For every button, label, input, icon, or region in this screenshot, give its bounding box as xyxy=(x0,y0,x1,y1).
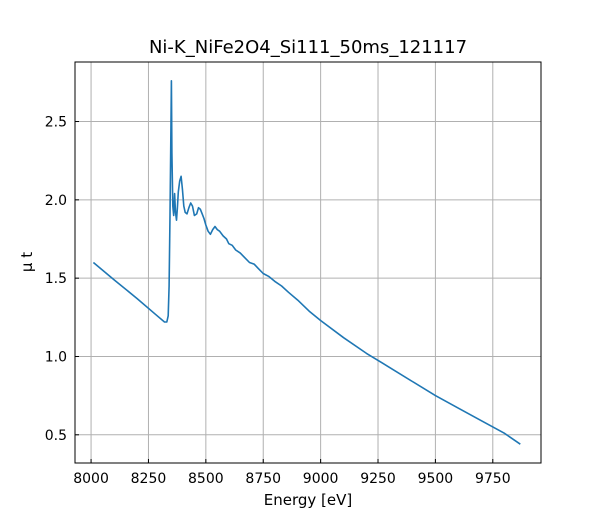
x-axis-label: Energy [eV] xyxy=(264,491,352,509)
series-layer xyxy=(92,80,521,445)
y-tick-label: 0.5 xyxy=(45,428,67,444)
plot-frame xyxy=(74,61,542,464)
grid-layer xyxy=(75,62,541,463)
y-tick-label: 1.5 xyxy=(45,271,67,287)
x-tick-label: 8750 xyxy=(245,471,281,487)
tick-layer: 8000 8250 8500 8750 9000 9250 9500 9750 0.5 1.0 1.… xyxy=(45,115,511,487)
x-tick-label: 9500 xyxy=(418,471,454,487)
y-axis-label: μ t xyxy=(18,252,36,272)
series-line xyxy=(92,80,521,445)
chart-title: Ni-K_NiFe2O4_Si111_50ms_121117 xyxy=(149,37,467,58)
x-tick-label: 8500 xyxy=(188,471,224,487)
y-tick-label: 2.5 xyxy=(45,115,67,131)
x-tick-label: 8000 xyxy=(73,471,109,487)
y-tick-label: 2.0 xyxy=(45,193,67,209)
x-tick-label: 9000 xyxy=(303,471,339,487)
y-tick-label: 1.0 xyxy=(45,349,67,365)
x-tick-label: 9250 xyxy=(360,471,396,487)
x-tick-label: 9750 xyxy=(475,471,511,487)
x-tick-label: 8250 xyxy=(131,471,167,487)
